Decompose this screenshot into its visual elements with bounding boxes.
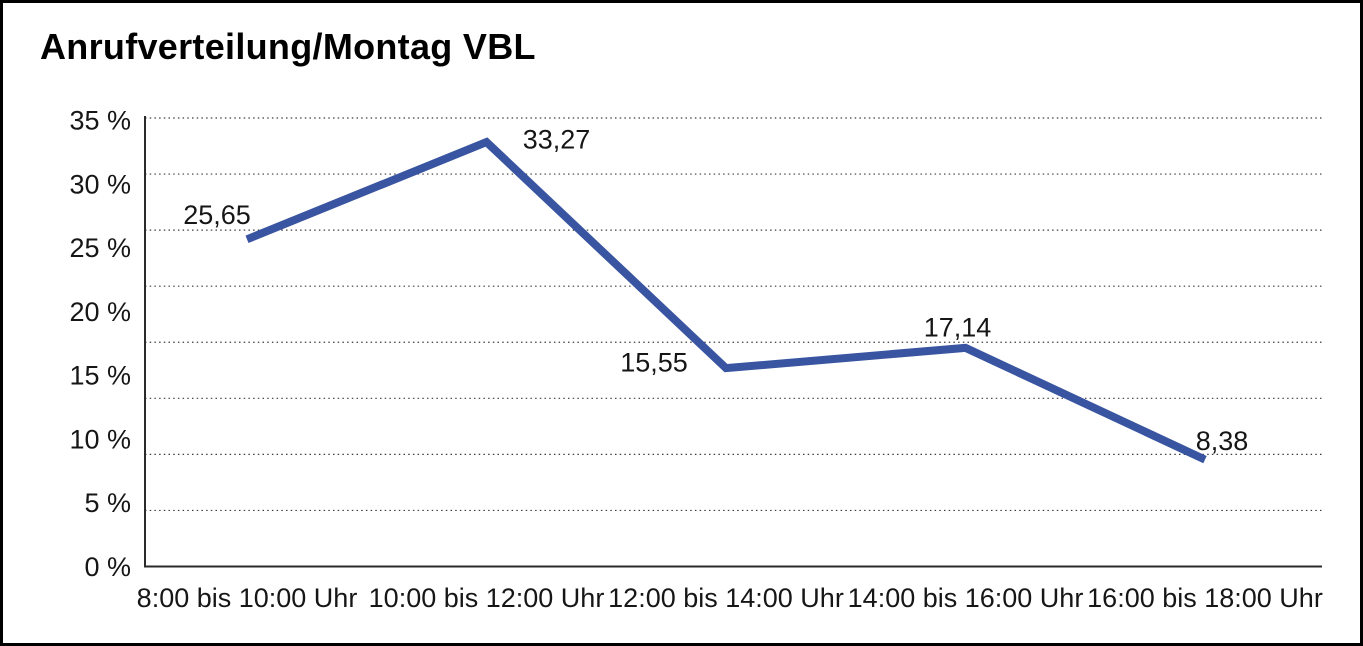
y-axis-tick-label: 15 % <box>69 361 131 391</box>
x-axis-tick-label: 16:00 bis 18:00 Uhr <box>1087 583 1323 613</box>
data-label: 15,55 <box>620 348 688 378</box>
data-label: 8,38 <box>1196 426 1249 456</box>
chart-title: Anrufverteilung/Montag VBL <box>40 26 536 67</box>
y-axis-tick-label: 0 % <box>84 552 131 582</box>
x-axis-tick-label: 8:00 bis 10:00 Uhr <box>137 583 358 613</box>
y-axis-tick-label: 35 % <box>69 106 131 136</box>
data-labels: 25,65 33,27 15,55 17,14 8,38 <box>183 125 1248 457</box>
y-axis-tick-label: 30 % <box>69 169 131 199</box>
x-axis-labels: 8:00 bis 10:00 Uhr 10:00 bis 12:00 Uhr 12:… <box>137 583 1323 613</box>
line-chart: 25,65 33,27 15,55 17,14 8,38 35 % 30 % 25 % 20 %… <box>69 106 1323 614</box>
y-axis-tick-label: 25 % <box>69 233 131 263</box>
data-label: 25,65 <box>183 200 251 230</box>
data-series-line <box>245 137 1207 464</box>
y-axis-tick-label: 20 % <box>69 297 131 327</box>
y-axis-tick-label: 10 % <box>69 424 131 454</box>
y-axis-tick-label: 5 % <box>84 488 131 518</box>
data-label: 17,14 <box>924 312 992 342</box>
x-axis-tick-label: 14:00 bis 16:00 Uhr <box>848 583 1084 613</box>
gridlines <box>145 117 1322 512</box>
y-axis-labels: 35 % 30 % 25 % 20 % 15 % 10 % 5 % 0 % <box>69 106 131 583</box>
data-label: 33,27 <box>523 125 591 155</box>
x-axis-tick-label: 12:00 bis 14:00 Uhr <box>608 583 844 613</box>
x-axis-tick-label: 10:00 bis 12:00 Uhr <box>369 583 605 613</box>
